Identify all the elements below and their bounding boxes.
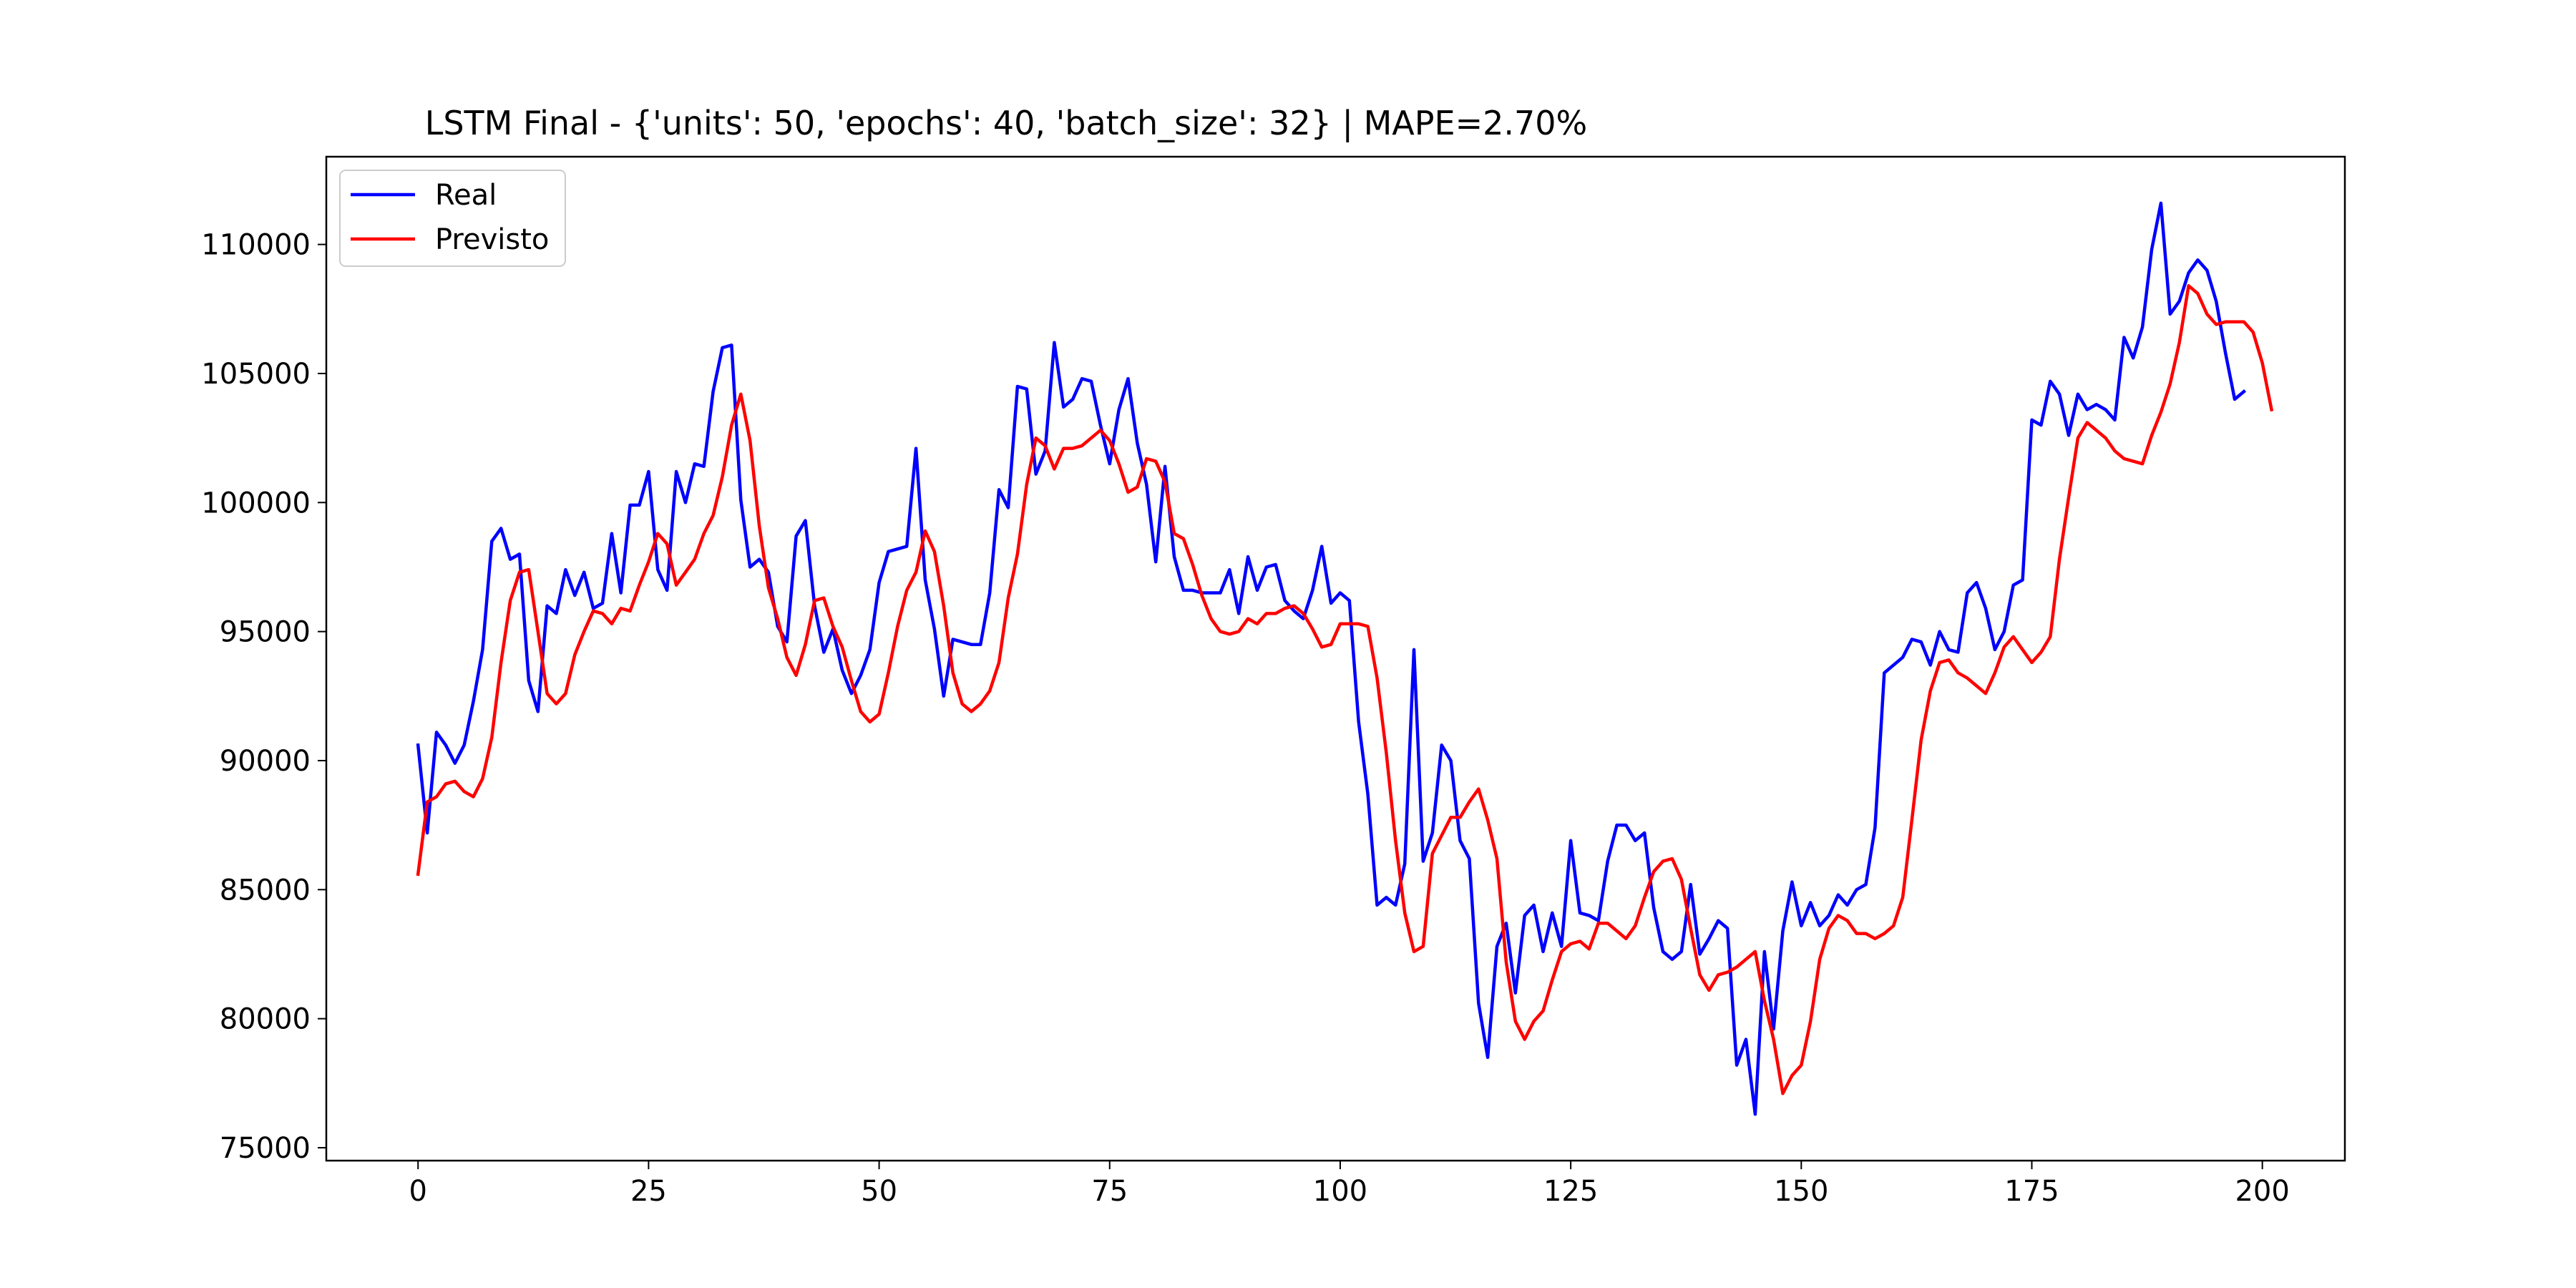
y-tick-label: 90000 (220, 745, 311, 778)
x-tick-label: 75 (1091, 1175, 1128, 1208)
legend: Real Previsto (339, 170, 566, 267)
chart-title: LSTM Final - {'units': 50, 'epochs': 40,… (425, 104, 1588, 143)
x-tick-label: 100 (1313, 1175, 1367, 1208)
y-tick-label: 80000 (220, 1003, 311, 1036)
axes-layer: 0 25 50 75 100 125 150 175 200 75000 80000 85000 900… (201, 229, 2290, 1208)
legend-label-previsto: Previsto (435, 223, 549, 256)
series-line-previsto (416, 284, 2274, 1096)
x-tick-label: 175 (2004, 1175, 2059, 1208)
x-tick-label: 0 (409, 1175, 427, 1208)
x-tick-label: 25 (630, 1175, 667, 1208)
legend-label-real: Real (435, 179, 497, 212)
x-tick-label: 200 (2235, 1175, 2289, 1208)
x-tick-label: 125 (1543, 1175, 1598, 1208)
y-tick-label: 105000 (201, 358, 311, 391)
y-tick-label: 85000 (220, 874, 311, 907)
series-layer (416, 201, 2274, 1116)
x-tick-label: 150 (1774, 1175, 1828, 1208)
y-tick-label: 100000 (201, 487, 311, 519)
series-line-real (416, 201, 2247, 1116)
y-tick-label: 75000 (220, 1132, 311, 1165)
y-tick-label: 110000 (201, 229, 311, 262)
plot-frame (325, 155, 2346, 1162)
y-tick-label: 95000 (220, 616, 311, 649)
x-tick-label: 50 (861, 1175, 897, 1208)
